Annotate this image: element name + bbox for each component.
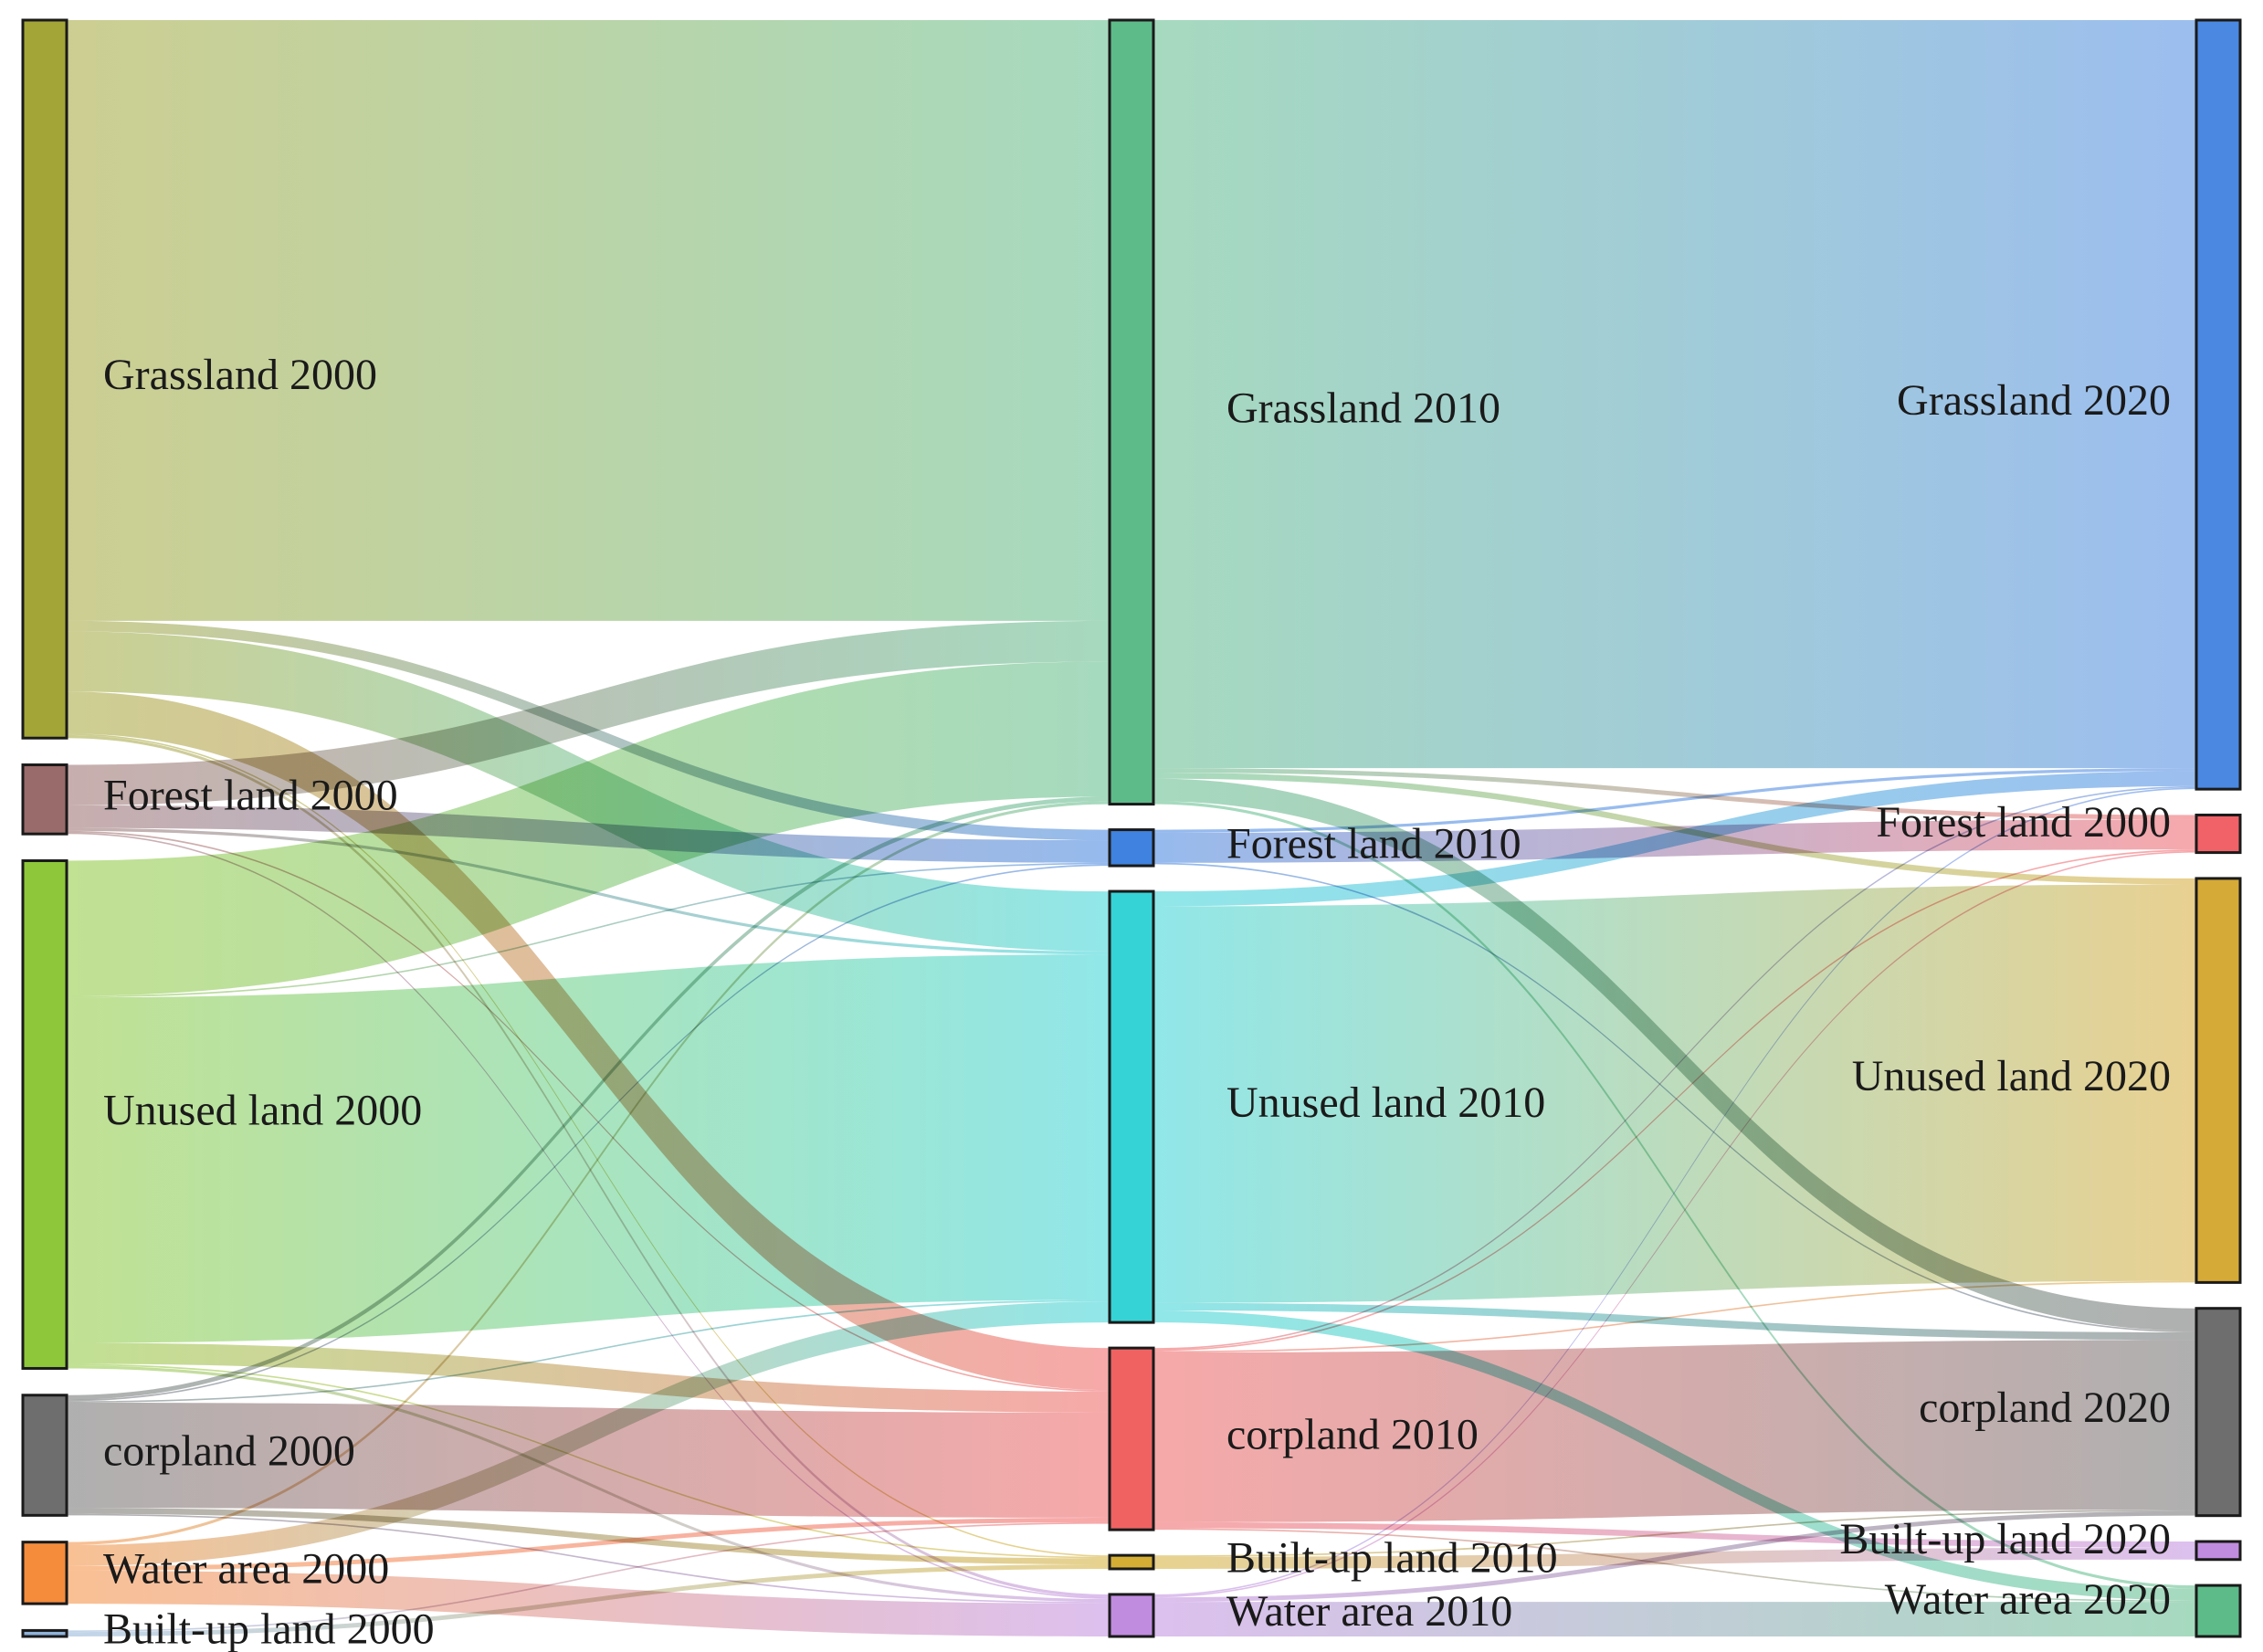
flow-b10-to-c20	[1153, 1510, 2196, 1557]
node-u20	[2195, 877, 2242, 1284]
flow-c10-to-g20	[1153, 785, 2196, 1350]
node-label-c00: corpland 2000	[103, 1427, 355, 1476]
node-label-w10: Water area 2010	[1226, 1587, 1512, 1636]
sankey-nodes	[21, 18, 2242, 1638]
node-label-c20: corpland 2020	[1919, 1384, 2171, 1432]
node-g20	[2195, 18, 2242, 791]
flow-w10-to-g20	[1153, 787, 2196, 1596]
sankey-labels: Grassland 2000 Forest land 2000 Unused lan…	[103, 351, 2171, 1652]
flow-g10-to-g20	[1153, 20, 2196, 769]
flow-u10-to-g20	[1153, 771, 2196, 907]
flow-c10-to-w20	[1153, 1528, 2196, 1603]
flow-w00-to-u10	[67, 1301, 1110, 1566]
node-c10	[1108, 1346, 1155, 1531]
node-label-w20: Water area 2020	[1885, 1575, 2171, 1624]
node-label-g20: Grassland 2020	[1897, 376, 2171, 425]
flow-c00-to-u10	[67, 1300, 1110, 1403]
node-label-g00: Grassland 2000	[103, 351, 377, 399]
node-label-b00: Built-up land 2000	[103, 1605, 435, 1652]
node-b20	[2195, 1540, 2242, 1562]
node-w00	[21, 1541, 68, 1605]
node-label-u10: Unused land 2010	[1226, 1079, 1545, 1127]
flow-f00-to-g10	[67, 620, 1110, 805]
node-label-u20: Unused land 2020	[1852, 1052, 2171, 1100]
flow-b00-to-c10	[67, 1521, 1110, 1633]
flow-w00-to-g10	[67, 801, 1110, 1545]
node-b10	[1108, 1553, 1155, 1571]
flow-u00-to-f10	[67, 862, 1110, 998]
flow-c00-to-c10	[67, 1402, 1110, 1518]
node-label-f20: Forest land 2000	[1876, 798, 2171, 847]
flow-c00-to-w10	[67, 1513, 1110, 1604]
flow-c10-to-b20	[1153, 1521, 2196, 1548]
node-label-u00: Unused land 2000	[103, 1086, 422, 1134]
flow-g00-to-g10	[67, 20, 1110, 621]
node-g10	[1108, 18, 1155, 806]
node-label-g10: Grassland 2010	[1226, 384, 1500, 432]
flow-u10-to-c20	[1153, 1302, 2196, 1341]
flow-u00-to-c10	[67, 1342, 1110, 1413]
node-c20	[2195, 1307, 2242, 1518]
flow-w10-to-c20	[1153, 1510, 2196, 1603]
flow-u00-to-g10	[67, 661, 1110, 996]
node-u00	[21, 859, 68, 1370]
flow-c00-to-g10	[67, 796, 1110, 1400]
flow-w00-to-w10	[67, 1570, 1110, 1636]
flow-w00-to-c10	[67, 1517, 1110, 1571]
node-label-b20: Built-up land 2020	[1839, 1515, 2171, 1563]
sankey-links	[67, 20, 2196, 1636]
node-b00	[21, 1628, 68, 1638]
node-label-w00: Water area 2000	[103, 1544, 389, 1593]
node-f00	[21, 763, 68, 836]
node-label-f10: Forest land 2010	[1226, 819, 1521, 868]
flow-b00-to-b10	[67, 1564, 1110, 1636]
node-f10	[1108, 828, 1155, 868]
flow-c00-to-f10	[67, 864, 1110, 1402]
flow-c10-to-c20	[1153, 1340, 2196, 1522]
node-label-b10: Built-up land 2010	[1226, 1534, 1558, 1583]
node-f20	[2195, 813, 2242, 855]
flow-c00-to-b10	[67, 1508, 1110, 1565]
flow-g10-to-f20	[1153, 768, 2196, 820]
node-label-c10: corpland 2010	[1226, 1411, 1479, 1459]
node-c00	[21, 1394, 68, 1517]
flow-u10-to-u20	[1153, 884, 2196, 1303]
node-g00	[21, 18, 68, 740]
node-u10	[1108, 889, 1155, 1324]
node-w20	[2195, 1584, 2242, 1638]
flow-c10-to-f20	[1153, 849, 2196, 1352]
flow-w10-to-w20	[1153, 1602, 2196, 1636]
flow-f10-to-g20	[1153, 768, 2196, 833]
node-w10	[1108, 1593, 1155, 1638]
node-label-f00: Forest land 2000	[103, 771, 398, 819]
flow-w10-to-f20	[1153, 850, 2196, 1598]
flow-u00-to-u10	[67, 954, 1110, 1343]
flow-c10-to-u20	[1153, 1280, 2196, 1353]
